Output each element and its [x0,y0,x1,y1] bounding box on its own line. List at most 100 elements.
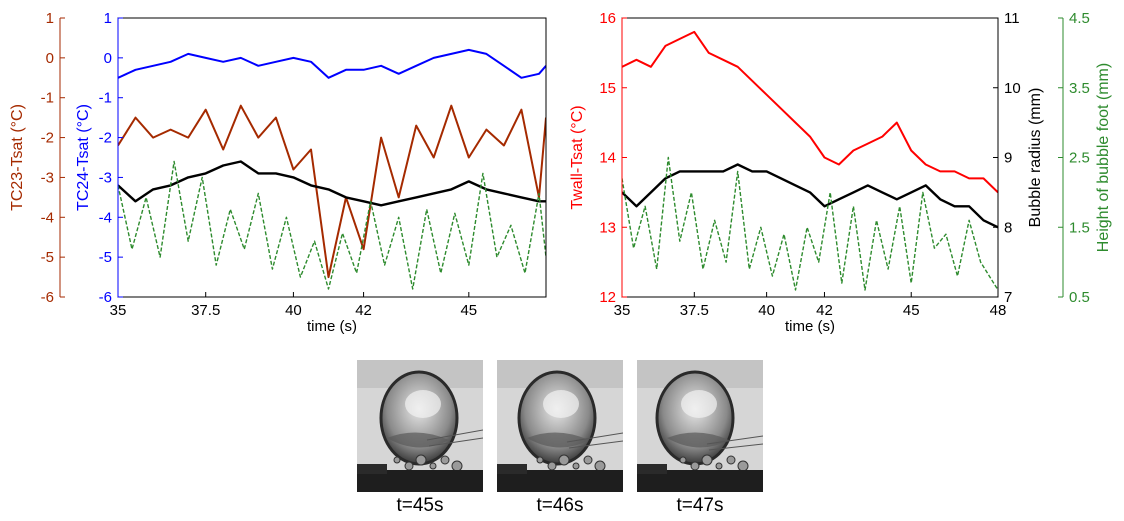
left-series-2-line [118,160,546,207]
wire-line [428,437,483,447]
left-ytick-label-tc23-7: -6 [41,289,54,306]
small-bubble [393,456,401,464]
right-ytick-label-radius-3: 8 [1004,219,1012,236]
photo-caption-2: t=46s [536,495,584,516]
left-series-1-line [118,104,546,279]
heater-edge [357,464,387,474]
small-bubble [558,454,570,466]
bubble-photo-3 [637,360,763,492]
left-ytick-label-tc24-3: -2 [99,130,112,147]
heater-base [637,470,763,492]
wire-line [566,432,623,443]
wire-line [708,443,763,451]
left-xtick-label-4: 45 [460,302,477,319]
small-bubble [547,461,557,471]
right-ytick-label-foot-1: 3.5 [1069,80,1090,97]
bubble-photo-2 [497,360,623,492]
bubble-photo-image [497,360,623,492]
left-ytick-label-tc23-1: 0 [46,50,54,67]
right-ytick-label-twall-2: 14 [599,150,616,167]
small-bubble [701,454,713,466]
left-series-3-line [118,160,546,290]
right-series [622,30,998,291]
right-xtick-label-2: 40 [758,302,775,319]
wire-line [568,440,623,449]
bubble-highlight [543,390,579,418]
small-bubble [737,460,749,472]
right-ytick-label-radius-0: 11 [1004,10,1020,27]
photo-caption-1: t=45s [396,495,444,516]
bubble-shadow [387,432,449,448]
wire-line [706,435,763,445]
right-ytick-label-twall-3: 13 [599,219,616,236]
right-ytick-label-radius-4: 7 [1004,289,1012,306]
right-xtick-label-4: 45 [903,302,920,319]
heater-base [357,470,483,492]
left-xtick-label-0: 35 [110,302,127,319]
chart-left: 35 37.5 40 42 45 time (s) 1 0 -1 -2 -3 -4 -5 -6 TC23-T… [9,10,547,335]
heater-base [497,470,623,492]
right-ytick-label-radius-1: 10 [1004,80,1021,97]
right-ylabel-foot: Height of bubble foot (mm) [1095,63,1112,252]
bubble-photo-1 [357,360,483,492]
right-ytick-label-foot-4: 0.5 [1069,289,1090,306]
right-ytick-label-foot-0: 4.5 [1069,10,1090,27]
left-ytick-label-tc24-1: 0 [104,50,112,67]
small-bubble [415,454,427,466]
small-bubble [679,456,687,464]
left-series-0-line [118,48,546,79]
right-xlabel: time (s) [785,318,835,335]
small-bubble [440,455,450,465]
bubble-photo-image [357,360,483,492]
right-ytick-label-twall-1: 15 [599,80,616,97]
left-ytick-label-tc23-5: -4 [41,209,54,226]
left-ytick-label-tc24-2: -1 [99,90,112,107]
bubble-shape [379,370,459,466]
small-bubble [726,455,736,465]
left-ytick-label-tc24-4: -3 [99,169,112,186]
bubble-photo-image [637,360,763,492]
small-bubble [583,455,593,465]
left-xlabel: time (s) [307,318,357,335]
small-bubble [594,460,606,472]
right-series-1-line [622,163,998,229]
left-ytick-label-tc24-5: -4 [99,209,112,226]
left-ytick-label-tc23-0: 1 [46,10,54,27]
small-bubble [429,462,437,470]
right-frame [621,17,999,298]
small-bubble [404,461,414,471]
small-bubble [572,462,580,470]
chart-right: 35 37.5 40 42 45 48 time (s) 16 15 14 13 12 Twall-Ts… [569,10,1112,335]
bubble-highlight [405,390,441,418]
left-ytick-label-tc24-6: -5 [99,249,112,266]
left-ytick-label-tc23-4: -3 [41,169,54,186]
heater-edge [637,464,667,474]
photo-caption-3: t=47s [676,495,724,516]
right-xtick-label-3: 42 [816,302,833,319]
left-ytick-label-tc23-2: -1 [41,90,54,107]
bubble-shadow [527,432,589,448]
right-ytick-label-twall-0: 16 [599,10,616,27]
small-bubble [690,461,700,471]
right-xtick-label-0: 35 [614,302,631,319]
left-ytick-label-tc23-6: -5 [41,249,54,266]
left-ytick-label-tc24-0: 1 [104,10,112,27]
left-ylabel-tc23: TC23-Tsat (°C) [9,104,26,211]
right-series-2-line [622,156,998,291]
right-ylabel-twall: Twall-Tsat (°C) [569,105,586,209]
heater-edge [497,464,527,474]
small-bubble [451,460,463,472]
left-xtick-label-2: 40 [285,302,302,319]
right-ytick-label-twall-4: 12 [599,289,616,306]
left-xtick-label-1: 37.5 [191,302,220,319]
bubble-highlight [681,390,717,418]
small-bubble [715,462,723,470]
bubble-shadow [667,432,729,448]
right-ytick-label-foot-2: 2.5 [1069,150,1090,167]
left-ytick-label-tc24-7: -6 [99,289,112,306]
left-series [118,48,546,290]
left-ytick-label-tc23-3: -2 [41,130,54,147]
left-xtick-label-3: 42 [355,302,372,319]
bubble-shape [517,370,597,466]
